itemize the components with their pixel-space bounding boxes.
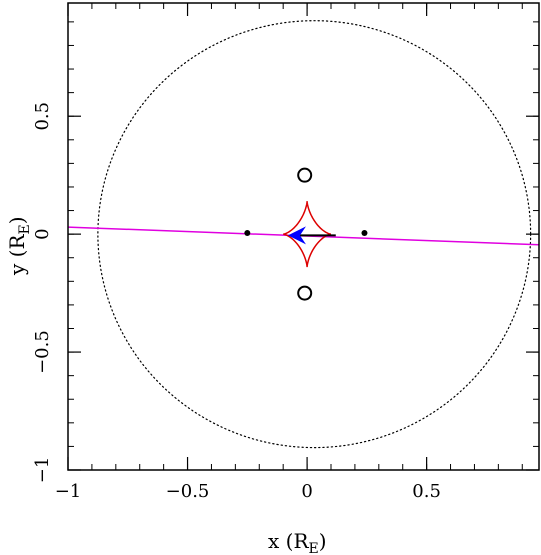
y-tick-label: 0 xyxy=(32,228,53,239)
y-axis-label-sub: E xyxy=(17,224,33,234)
einstein-ring xyxy=(97,20,532,449)
image-circle xyxy=(297,285,313,301)
y-tick-label: −0.5 xyxy=(32,330,53,374)
x-axis-label-text: x (R xyxy=(268,529,309,553)
x-axis-label: x (RE) xyxy=(268,529,327,555)
lens-point xyxy=(244,229,251,236)
y-axis-label: y (RE) xyxy=(5,216,33,276)
lens-point xyxy=(361,229,368,236)
data-layer xyxy=(68,20,539,449)
caustic-curve xyxy=(283,201,332,268)
x-tick-label: −1 xyxy=(55,481,82,502)
x-tick-label: 0 xyxy=(301,481,312,502)
arrow-head xyxy=(287,226,306,245)
image-circle xyxy=(297,167,313,183)
x-tick-label: −0.5 xyxy=(166,481,210,502)
y-axis-label-close: ) xyxy=(5,216,29,224)
axis-ticks xyxy=(67,3,539,471)
plot-frame xyxy=(67,2,540,471)
x-axis-label-sub: E xyxy=(309,541,319,555)
x-tick-label: 0.5 xyxy=(412,481,441,502)
tick-labels: −1 −0.5 0 0.5 −1 −0.5 0 0.5 xyxy=(32,102,441,502)
y-axis-label-text: y (R xyxy=(5,234,29,276)
x-axis-label-close: ) xyxy=(319,529,327,553)
y-tick-label: −1 xyxy=(32,457,53,484)
y-tick-label: 0.5 xyxy=(32,102,53,131)
